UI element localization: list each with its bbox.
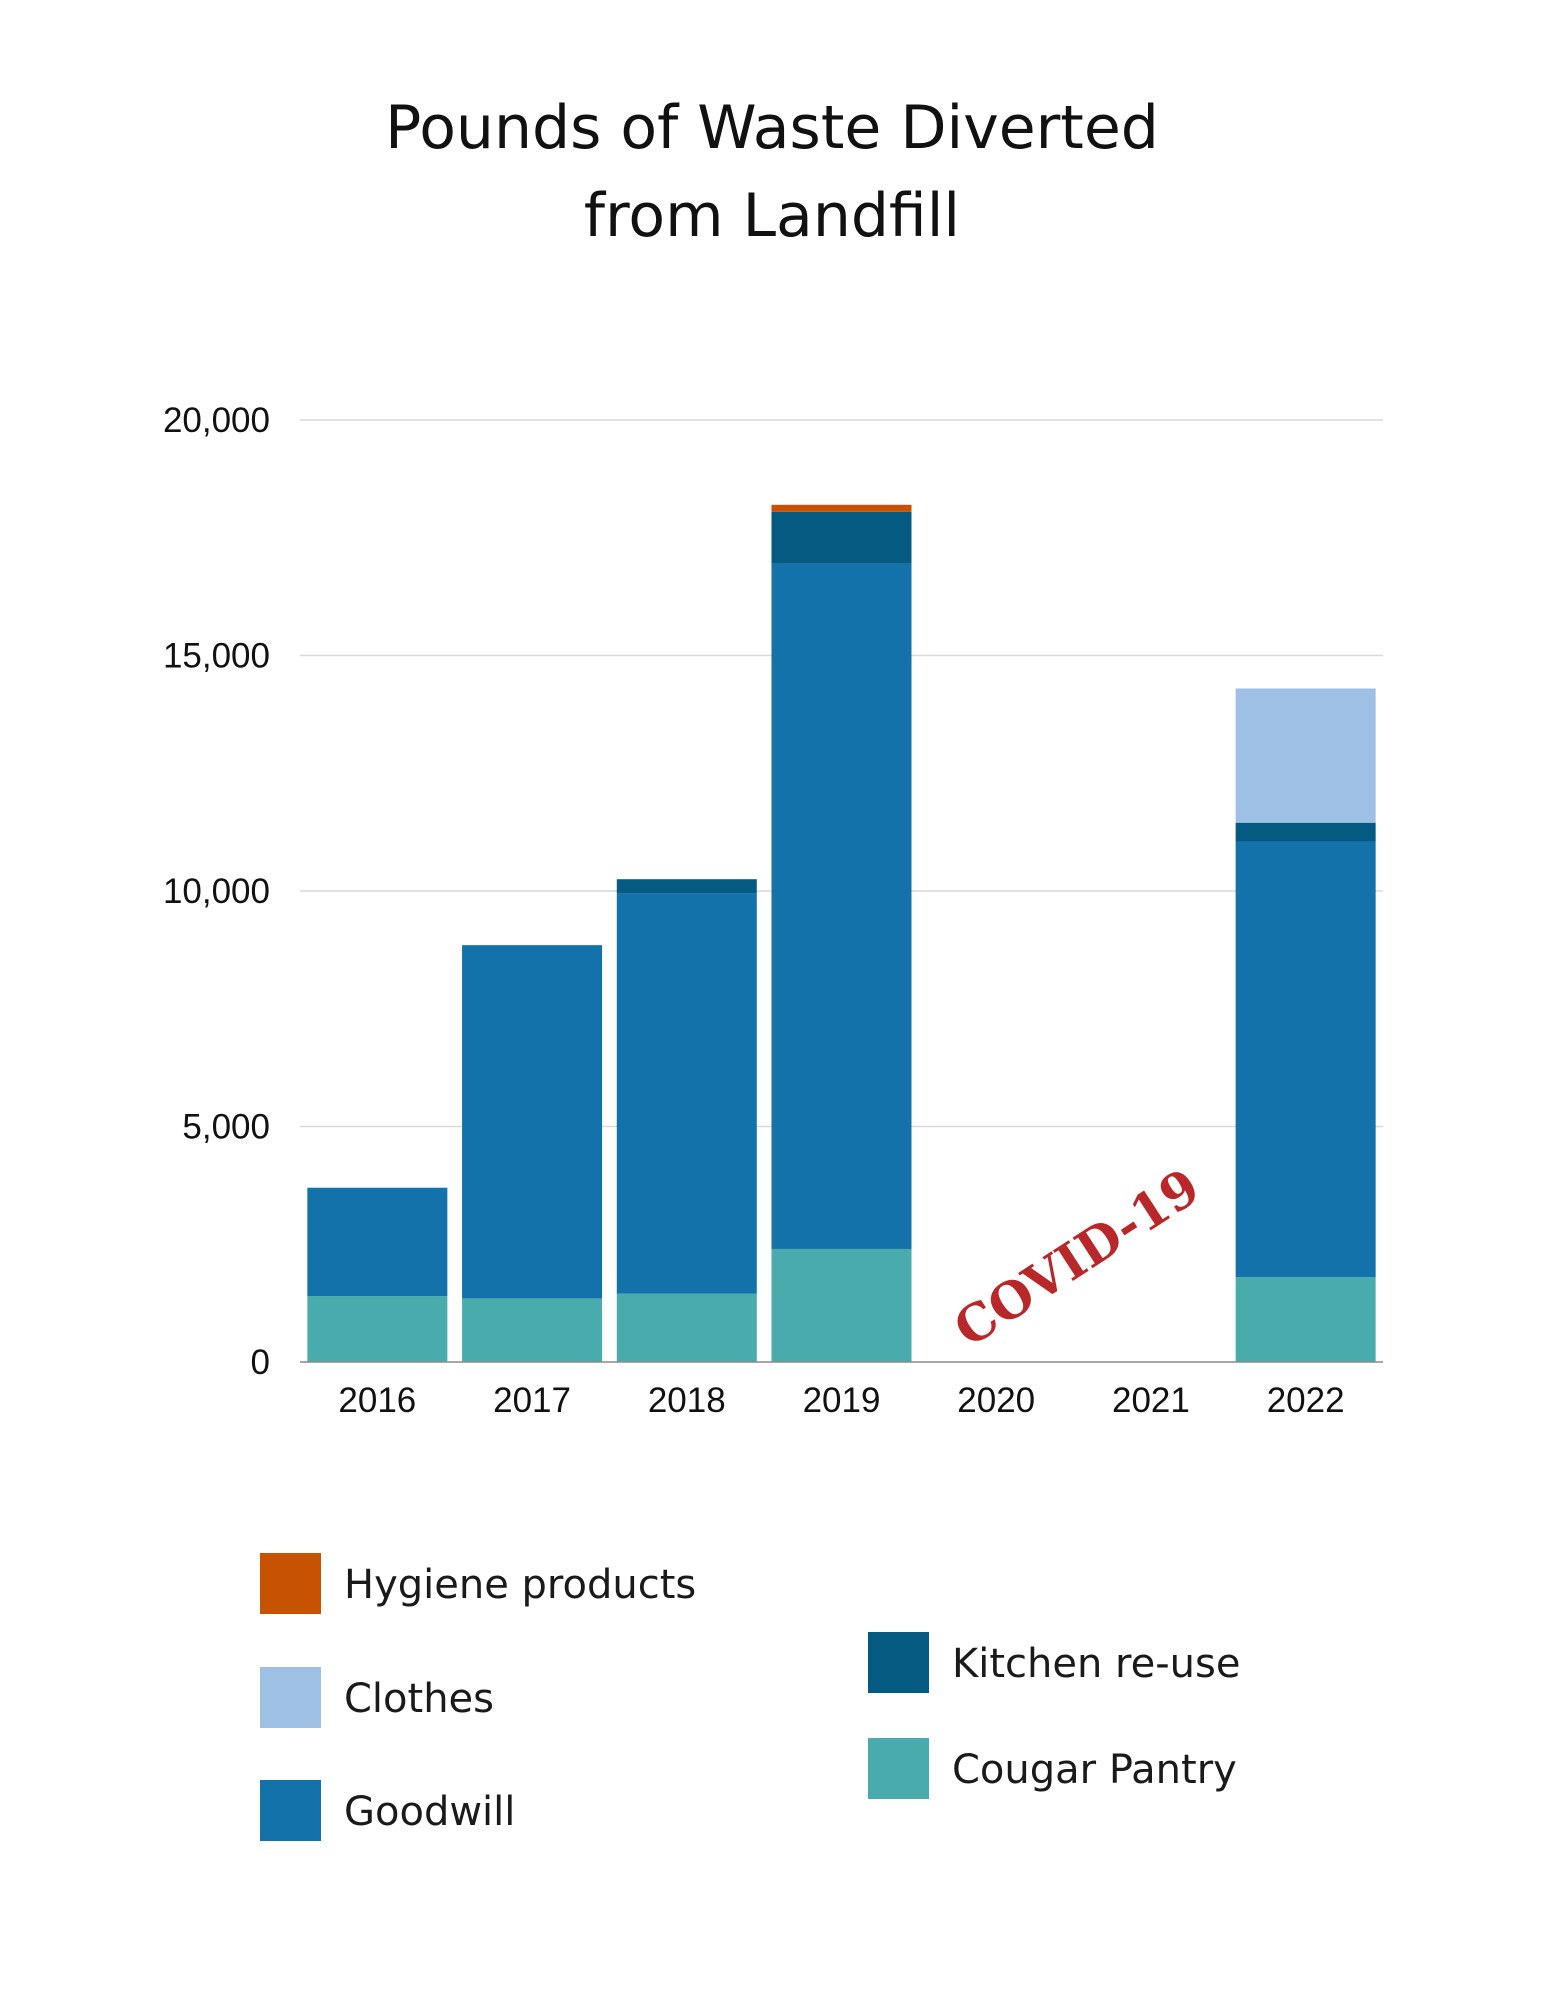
x-tick-label: 2022 (1267, 1381, 1345, 1420)
covid-annotation: COVID-19 (944, 1157, 1210, 1359)
legend-swatch-clothes (260, 1667, 321, 1728)
chart-title-line-1: Pounds of Waste Diverted (385, 93, 1159, 163)
bar-2016-goodwill (307, 1187, 448, 1297)
legend-label-goodwill: Goodwill (344, 1789, 515, 1835)
x-axis-tick-labels: 2016 2017 2018 2019 2020 2021 2022 (338, 1381, 1344, 1420)
legend-swatch-hygiene-products (260, 1553, 321, 1614)
bar-2018-goodwill (616, 893, 757, 1294)
legend-label-hygiene-products: Hygiene products (344, 1562, 696, 1608)
bar-2016-cougar-pantry (307, 1296, 448, 1362)
x-tick-label: 2016 (338, 1381, 416, 1420)
bar-2019-hygiene-products (771, 504, 912, 512)
legend-label-cougar-pantry: Cougar Pantry (952, 1747, 1237, 1793)
bar-2017-cougar-pantry (462, 1298, 603, 1362)
bar-2022-cougar-pantry (1235, 1277, 1376, 1362)
y-tick-label: 0 (251, 1343, 270, 1382)
y-tick-label: 20,000 (163, 401, 270, 440)
x-tick-label: 2020 (957, 1381, 1035, 1420)
legend-swatch-cougar-pantry (868, 1738, 929, 1799)
x-tick-label: 2017 (493, 1381, 571, 1420)
x-tick-label: 2021 (1112, 1381, 1190, 1420)
x-tick-label: 2019 (803, 1381, 881, 1420)
x-tick-label: 2018 (648, 1381, 726, 1420)
legend-swatch-kitchen-re-use (868, 1632, 929, 1693)
bar-2017-goodwill (462, 945, 603, 1299)
bar-2018-cougar-pantry (616, 1293, 757, 1362)
legend-label-kitchen-re-use: Kitchen re-use (952, 1641, 1240, 1687)
y-tick-label: 10,000 (163, 872, 270, 911)
y-axis-tick-labels: 0 5,000 10,000 15,000 20,000 (163, 401, 270, 1382)
chart-title-line-2: from Landfill (584, 181, 960, 251)
legend: Hygiene products Clothes Goodwill Kitchen r… (260, 1553, 1240, 1841)
bar-2022-clothes (1235, 688, 1376, 823)
bar-2022-goodwill (1235, 841, 1376, 1278)
bar-stacks (307, 504, 1376, 1362)
y-tick-label: 15,000 (163, 637, 270, 676)
bar-2018-kitchen-re-use (616, 879, 757, 894)
legend-swatch-goodwill (260, 1780, 321, 1841)
y-tick-label: 5,000 (182, 1108, 270, 1147)
bar-2019-goodwill (771, 563, 912, 1249)
bar-2019-kitchen-re-use (771, 511, 912, 564)
bar-2019-cougar-pantry (771, 1248, 912, 1362)
legend-label-clothes: Clothes (344, 1676, 494, 1722)
bar-2022-kitchen-re-use (1235, 822, 1376, 842)
